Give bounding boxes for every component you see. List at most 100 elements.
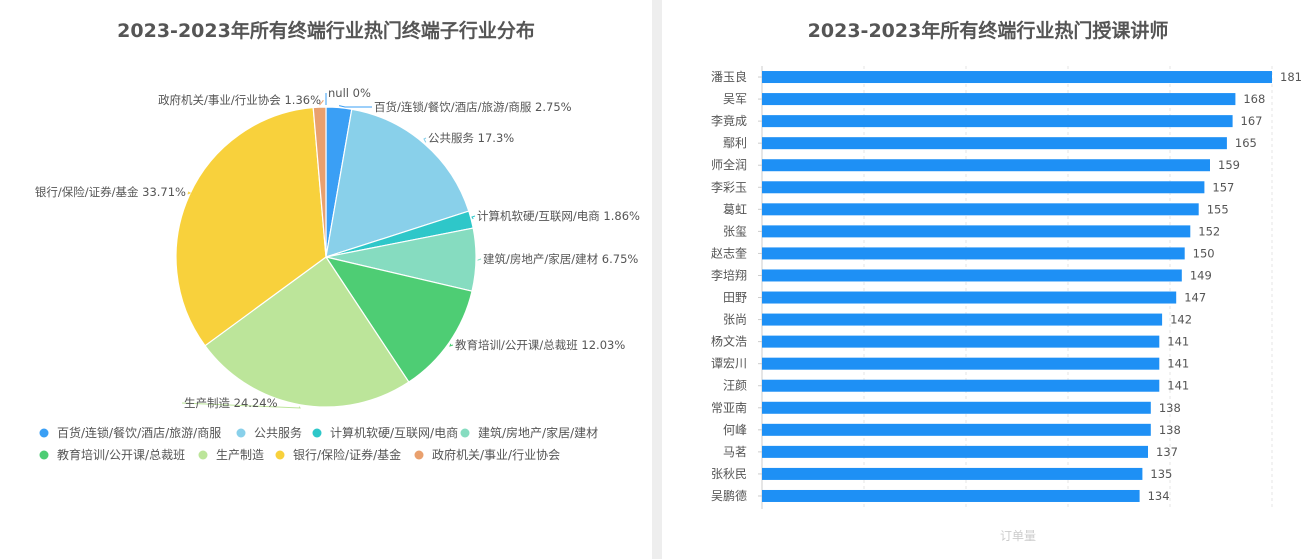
y-tick-label: 吴军 [723, 92, 747, 106]
legend-label[interactable]: 银行/保险/证券/基金 [293, 447, 401, 462]
y-tick-label: 葛虹 [723, 202, 747, 216]
bar-value-label: 157 [1212, 180, 1234, 194]
bar[interactable] [762, 379, 1160, 392]
bar-value-label: 167 [1241, 114, 1263, 128]
bar-value-label: 147 [1184, 291, 1206, 305]
bar-value-label: 138 [1159, 401, 1181, 415]
bar[interactable] [762, 401, 1151, 414]
y-tick-label: 李竟成 [711, 113, 747, 128]
bar-value-label: 142 [1170, 313, 1192, 327]
bar[interactable] [762, 137, 1227, 150]
x-axis-title: 订单量 [1000, 529, 1036, 543]
y-tick-label: 马茗 [723, 445, 747, 459]
pie-slice-6[interactable] [204, 256, 410, 408]
pie-slice-8[interactable] [312, 106, 327, 258]
bar-value-label: 135 [1150, 467, 1172, 481]
bar[interactable] [762, 313, 1163, 326]
legend-label[interactable]: 政府机关/事业/行业协会 [432, 447, 560, 462]
pie-data-label: 政府机关/事业/行业协会 1.36% [158, 93, 321, 107]
y-tick-label: 李彩玉 [711, 179, 747, 194]
bar[interactable] [762, 71, 1272, 84]
legend-marker[interactable] [39, 450, 49, 460]
pie-data-label: null 0% [328, 86, 371, 100]
bar-chart-panel: 2023-2023年所有终端行业热门授课讲师 潘玉良 181 吴军 168 李竟成 167… [662, 0, 1314, 559]
bar-value-label: 159 [1218, 158, 1240, 172]
y-tick-label: 吴鹏德 [711, 488, 747, 503]
bar-value-label: 141 [1167, 379, 1189, 393]
bar[interactable] [762, 467, 1143, 480]
bar[interactable] [762, 445, 1148, 458]
pie-chart-panel: 2023-2023年所有终端行业热门终端子行业分布 null 0% 百货/连锁/餐… [0, 0, 652, 559]
y-tick-label: 张秋民 [711, 467, 747, 481]
legend-marker[interactable] [460, 428, 470, 438]
pie-label-line [449, 343, 454, 347]
pie-slice-7[interactable] [175, 106, 327, 347]
bar[interactable] [762, 159, 1210, 172]
pie-label-line [477, 258, 482, 261]
bar-value-label: 155 [1207, 202, 1229, 216]
pie-chart: null 0%百货/连锁/餐饮/酒店/旅游/商服 2.75% 公共服务 17.3%… [35, 86, 640, 462]
y-tick-label: 谭宏川 [711, 356, 747, 371]
legend-marker[interactable] [236, 428, 246, 438]
bar[interactable] [762, 489, 1140, 502]
pie-label-line [423, 137, 427, 143]
bar-value-label: 152 [1198, 224, 1220, 238]
bar-value-label: 150 [1193, 246, 1215, 260]
bar-value-label: 141 [1167, 357, 1189, 371]
bar-value-label: 134 [1148, 489, 1170, 503]
bar-value-label: 168 [1243, 92, 1265, 106]
bar-value-label: 181 [1280, 70, 1302, 84]
bar[interactable] [762, 335, 1160, 348]
legend-marker[interactable] [198, 450, 208, 460]
pie-label-line [338, 105, 372, 108]
pie-data-label: 百货/连锁/餐饮/酒店/旅游/商服 2.75% [374, 100, 572, 114]
bar[interactable] [762, 115, 1233, 128]
bar[interactable] [762, 181, 1205, 194]
pie-label-line [187, 191, 192, 195]
bar-value-label: 138 [1159, 423, 1181, 437]
legend-marker[interactable] [312, 428, 322, 438]
bar[interactable] [762, 357, 1160, 370]
bar[interactable] [762, 93, 1236, 106]
legend-marker[interactable] [275, 450, 285, 460]
legend-label[interactable]: 生产制造 [216, 448, 264, 462]
y-tick-label: 常亚南 [711, 400, 747, 415]
y-tick-label: 赵志奎 [711, 245, 747, 260]
pie-data-label: 生产制造 24.24% [184, 396, 278, 410]
y-tick-label: 杨文浩 [711, 334, 747, 349]
pie-label-line [471, 215, 476, 220]
pie-label-line [319, 100, 324, 106]
legend-marker[interactable] [39, 428, 49, 438]
pie-slice-5[interactable] [324, 256, 473, 383]
legend-label[interactable]: 公共服务 [254, 425, 302, 440]
bar[interactable] [762, 225, 1191, 238]
pie-data-label: 教育培训/公开课/总裁班 12.03% [455, 338, 625, 352]
legend-label[interactable]: 建筑/房地产/家居/建材 [478, 425, 598, 440]
legend-label[interactable]: 百货/连锁/餐饮/酒店/旅游/商服 [57, 425, 221, 440]
pie-data-label: 建筑/房地产/家居/建材 6.75% [483, 252, 638, 266]
y-tick-label: 汪颜 [723, 378, 747, 393]
pie-slice-2[interactable] [325, 108, 470, 258]
legend-label[interactable]: 教育培训/公开课/总裁班 [57, 447, 185, 462]
y-tick-label: 何峰 [723, 423, 747, 437]
y-tick-label: 张玺 [723, 224, 747, 238]
pie-data-label: 计算机软硬/互联网/电商 1.86% [477, 209, 640, 223]
y-tick-label: 鄢利 [723, 136, 747, 150]
legend-marker[interactable] [414, 450, 424, 460]
y-tick-label: 潘玉良 [711, 69, 747, 84]
bar-value-label: 137 [1156, 445, 1178, 459]
bar[interactable] [762, 203, 1199, 216]
y-tick-label: 张尚 [723, 313, 747, 327]
bar[interactable] [762, 247, 1185, 260]
bar[interactable] [762, 423, 1151, 436]
bar[interactable] [762, 291, 1177, 304]
pie-data-label: 公共服务 17.3% [428, 131, 514, 145]
bar[interactable] [762, 269, 1182, 282]
y-tick-label: 师全润 [711, 157, 747, 172]
bar-value-label: 141 [1167, 335, 1189, 349]
pie-data-label: 银行/保险/证券/基金 33.71% [35, 185, 186, 199]
bar-chart-title: 2023-2023年所有终端行业热门授课讲师 [807, 20, 1169, 42]
legend-label[interactable]: 计算机软硬/互联网/电商 [330, 425, 458, 440]
pie-chart-title: 2023-2023年所有终端行业热门终端子行业分布 [117, 20, 535, 42]
pie-label-line [181, 402, 301, 409]
